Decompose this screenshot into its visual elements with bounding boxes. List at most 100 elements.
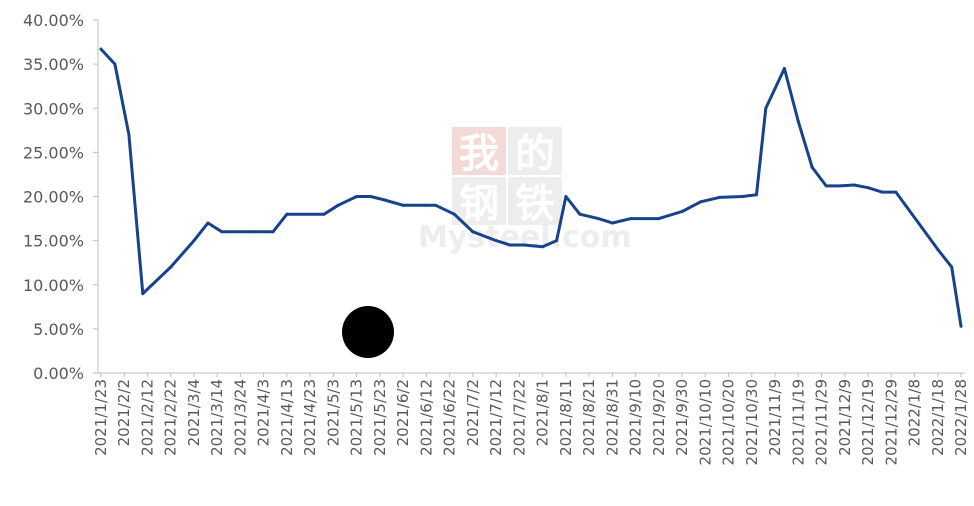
data-point xyxy=(960,325,963,328)
x-tick-label: 2021/12/29 xyxy=(882,379,900,465)
x-tick-label: 2021/9/10 xyxy=(627,379,645,456)
watermark-char-1: 我 xyxy=(459,130,499,177)
y-tick-label: 40.00% xyxy=(23,11,84,30)
watermark-logo: 我 的 钢 铁 Mysteel.com xyxy=(418,127,632,255)
data-point xyxy=(741,195,744,198)
data-point xyxy=(894,191,897,194)
data-point xyxy=(169,266,172,269)
data-point xyxy=(369,195,372,198)
data-point xyxy=(597,217,600,220)
y-tick-label: 30.00% xyxy=(23,99,84,118)
x-tick-label: 2021/2/12 xyxy=(138,379,156,456)
data-point xyxy=(206,221,209,224)
x-tick-label: 2021/9/20 xyxy=(650,379,668,456)
data-point xyxy=(564,195,567,198)
data-point xyxy=(629,217,632,220)
data-point xyxy=(523,244,526,247)
data-point xyxy=(453,213,456,216)
x-tick-label: 2021/7/2 xyxy=(464,379,482,446)
data-point xyxy=(718,196,721,199)
x-tick-label: 2021/12/9 xyxy=(836,379,854,456)
data-point xyxy=(950,266,953,269)
data-point xyxy=(471,230,474,233)
data-point xyxy=(853,184,856,187)
x-tick-label: 2021/2/22 xyxy=(162,379,180,456)
x-tick-label: 2021/10/20 xyxy=(720,379,738,465)
x-tick-label: 2022/1/8 xyxy=(906,379,924,446)
x-tick-label: 2021/11/29 xyxy=(813,379,831,465)
x-tick-label: 2021/3/24 xyxy=(231,379,249,456)
x-tick-label: 2022/1/18 xyxy=(929,379,947,456)
data-point xyxy=(127,133,130,136)
x-tick-label: 2021/5/3 xyxy=(324,379,342,446)
y-tick-label: 20.00% xyxy=(23,188,84,207)
data-point xyxy=(657,217,660,220)
x-tick-label: 2021/3/14 xyxy=(208,379,226,456)
x-tick-label: 2021/11/9 xyxy=(766,379,784,456)
x-tick-label: 2021/7/22 xyxy=(510,379,528,456)
x-tick-label: 2021/8/11 xyxy=(557,379,575,456)
data-point xyxy=(699,200,702,203)
data-point xyxy=(611,221,614,224)
data-point xyxy=(113,63,116,66)
y-tick-label: 0.00% xyxy=(33,364,84,383)
data-point xyxy=(541,245,544,248)
data-point xyxy=(285,213,288,216)
y-tick-label: 5.00% xyxy=(33,320,84,339)
x-tick-label: 2021/7/12 xyxy=(487,379,505,456)
data-point xyxy=(755,193,758,196)
data-point xyxy=(797,120,800,123)
data-point xyxy=(323,213,326,216)
x-tick-label: 2021/5/13 xyxy=(348,379,366,456)
x-tick-label: 2021/4/3 xyxy=(255,379,273,446)
y-tick-label: 15.00% xyxy=(23,232,84,251)
x-tick-label: 2021/6/12 xyxy=(417,379,435,456)
x-tick-label: 2021/8/1 xyxy=(534,379,552,446)
x-tick-label: 2021/2/2 xyxy=(115,379,133,446)
data-point xyxy=(425,204,428,207)
x-tick-label: 2021/4/23 xyxy=(301,379,319,456)
data-point xyxy=(100,48,103,51)
x-axis-ticks: 2021/1/23 2021/2/2 2021/2/12 2021/2/22 2021/… xyxy=(92,373,970,465)
data-point xyxy=(272,230,275,233)
y-axis-ticks: 0.00%5.00%10.00%15.00%20.00%25.00%30.00%… xyxy=(23,11,98,383)
data-point xyxy=(383,199,386,202)
watermark-text: Mysteel.com xyxy=(418,220,632,255)
y-tick-label: 35.00% xyxy=(23,55,84,74)
data-point xyxy=(555,239,558,242)
x-tick-label: 2021/11/19 xyxy=(789,379,807,465)
data-point xyxy=(811,166,814,169)
data-point xyxy=(839,184,842,187)
x-tick-label: 2021/10/10 xyxy=(696,379,714,465)
data-point xyxy=(825,184,828,187)
x-tick-label: 2021/5/23 xyxy=(371,379,389,456)
x-tick-label: 2021/6/22 xyxy=(441,379,459,456)
x-tick-label: 2021/9/30 xyxy=(673,379,691,456)
x-tick-label: 2021/1/23 xyxy=(92,379,110,456)
data-point xyxy=(355,195,358,198)
data-point xyxy=(220,230,223,233)
data-point xyxy=(578,213,581,216)
data-point xyxy=(681,210,684,213)
x-tick-label: 2021/6/2 xyxy=(394,379,412,446)
data-point xyxy=(764,107,767,110)
data-point xyxy=(936,248,939,251)
data-point xyxy=(192,239,195,242)
data-point xyxy=(248,230,251,233)
x-tick-label: 2021/12/19 xyxy=(859,379,877,465)
data-point xyxy=(434,204,437,207)
data-point xyxy=(495,239,498,242)
x-tick-label: 2021/4/13 xyxy=(278,379,296,456)
data-point xyxy=(783,67,786,70)
x-tick-label: 2021/8/31 xyxy=(603,379,621,456)
overlay-marker xyxy=(342,306,394,358)
data-point xyxy=(402,204,405,207)
x-tick-label: 2021/8/21 xyxy=(580,379,598,456)
x-tick-label: 2021/10/30 xyxy=(743,379,761,465)
x-tick-label: 2021/3/4 xyxy=(185,379,203,446)
data-point xyxy=(337,204,340,207)
x-tick-label: 2022/1/28 xyxy=(952,379,970,456)
data-point xyxy=(141,292,144,295)
